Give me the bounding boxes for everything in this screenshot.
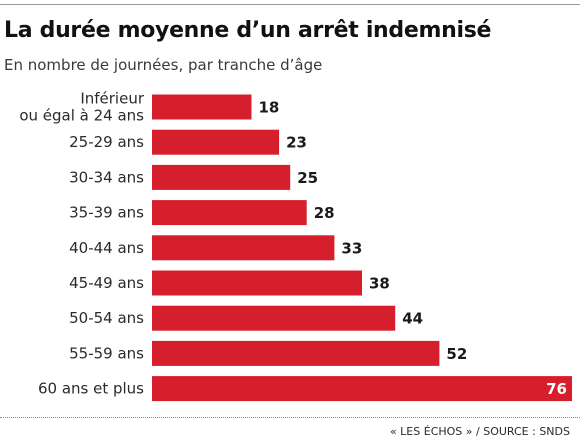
value-label-4: 33 bbox=[341, 239, 362, 257]
bar-5 bbox=[152, 270, 362, 296]
value-label-0: 18 bbox=[259, 99, 280, 117]
category-label-1: 25-29 ans bbox=[69, 133, 144, 151]
category-label-5: 45-49 ans bbox=[69, 274, 144, 292]
bar-3 bbox=[152, 200, 307, 226]
value-label-3: 28 bbox=[314, 204, 335, 222]
bottom-divider bbox=[0, 417, 580, 418]
chart-subtitle: En nombre de journées, par tranche d’âge bbox=[4, 56, 323, 74]
top-divider bbox=[0, 4, 580, 5]
value-label-8: 76 bbox=[546, 380, 567, 398]
bar-2 bbox=[152, 164, 291, 190]
value-label-2: 25 bbox=[297, 169, 318, 187]
bar-4 bbox=[152, 235, 335, 261]
bar-chart: Inférieur ou égal à 24 ans 18 25-29 ans 23 30… bbox=[19, 90, 572, 402]
category-label-4: 40-44 ans bbox=[69, 239, 144, 257]
chart-title: La durée moyenne d’un arrêt indemnisé bbox=[4, 18, 492, 43]
bar-7 bbox=[152, 340, 440, 366]
category-label-8: 60 ans et plus bbox=[38, 380, 144, 398]
value-label-6: 44 bbox=[402, 310, 423, 328]
source-credit: « LES ÉCHOS » / SOURCE : SNDS bbox=[389, 425, 570, 438]
value-label-7: 52 bbox=[446, 345, 467, 363]
category-label-3: 35-39 ans bbox=[69, 204, 144, 222]
value-label-5: 38 bbox=[369, 275, 390, 293]
category-label-2: 30-34 ans bbox=[69, 168, 144, 186]
bar-0 bbox=[152, 94, 252, 120]
bar-6 bbox=[152, 305, 396, 331]
category-label-0: Inférieur ou égal à 24 ans bbox=[19, 90, 144, 125]
value-label-1: 23 bbox=[286, 134, 307, 152]
bar-8 bbox=[152, 376, 572, 402]
bar-1 bbox=[152, 129, 280, 155]
category-label-6: 50-54 ans bbox=[69, 309, 144, 327]
category-label-7: 55-59 ans bbox=[69, 344, 144, 362]
